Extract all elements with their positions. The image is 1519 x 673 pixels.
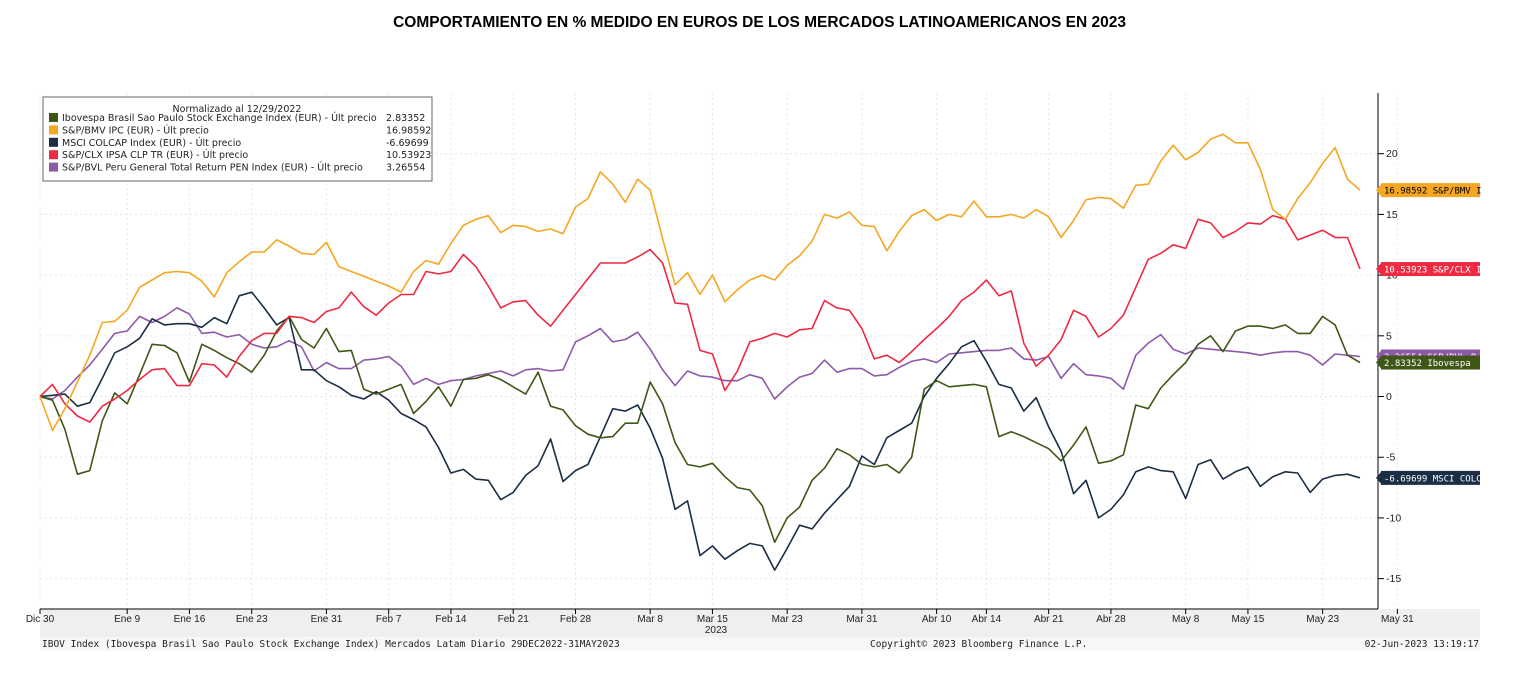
value-badge-pointer xyxy=(1376,262,1382,277)
x-tick-label: Abr 10 xyxy=(922,614,952,625)
value-badge-label: 16.98592 S&P/BMV I xyxy=(1384,187,1482,197)
x-tick-label: Ene 16 xyxy=(174,614,206,625)
value-badge-label: -6.69699 MSCI COLC xyxy=(1384,474,1482,484)
legend-value: -6.69699 xyxy=(386,138,429,149)
footer-timestamp: 02-Jun-2023 13:19:17 xyxy=(1365,639,1479,650)
x-tick-label: May 23 xyxy=(1306,614,1339,625)
x-tick-label: Ene 9 xyxy=(114,614,141,625)
legend-items: Ibovespa Brasil Sao Paulo Stock Exchange… xyxy=(49,112,431,174)
x-tick-label: Ene 31 xyxy=(311,614,343,625)
value-badge-label: 10.53923 S&P/CLX I xyxy=(1384,266,1482,276)
x-tick-label: Feb 21 xyxy=(498,614,530,625)
value-badges: 16.98592 S&P/BMV I10.53923 S&P/CLX I3.26… xyxy=(1376,183,1482,485)
x-axis-year-label: 2023 xyxy=(705,625,728,636)
x-tick-label: Feb 28 xyxy=(560,614,592,625)
legend-header: Normalizado al 12/29/2022 xyxy=(173,104,302,115)
value-badge: 2.83352 Ibovespa xyxy=(1376,355,1480,370)
series-line-3 xyxy=(39,214,1361,423)
legend-swatch xyxy=(49,162,58,172)
x-tick-label: Abr 21 xyxy=(1034,614,1064,625)
x-tick-label: Dic 30 xyxy=(26,614,55,625)
value-badge-box xyxy=(1381,262,1480,277)
x-tick-label: Mar 8 xyxy=(637,614,663,625)
chart-title: COMPORTAMIENTO EN % MEDIDO EN EUROS DE L… xyxy=(393,14,1126,31)
value-badge-pointer xyxy=(1376,183,1382,198)
y-tick-label: 15 xyxy=(1386,209,1398,221)
value-badge-pointer xyxy=(1376,470,1382,485)
value-badge-box xyxy=(1381,355,1480,370)
legend-label: Ibovespa Brasil Sao Paulo Stock Exchange… xyxy=(62,112,377,124)
value-badge: 16.98592 S&P/BMV I xyxy=(1376,183,1482,198)
legend-label: MSCI COLCAP Index (EUR) - Últ precio xyxy=(62,137,241,149)
legend-label: S&P/CLX IPSA CLP TR (EUR) - Últ precio xyxy=(62,149,248,161)
x-tick-label: Mar 31 xyxy=(846,614,878,625)
value-badge: -6.69699 MSCI COLC xyxy=(1376,470,1482,485)
legend-label: S&P/BVL Peru General Total Return PEN In… xyxy=(62,162,363,174)
x-tick-label: Mar 23 xyxy=(772,614,804,625)
value-badge-box xyxy=(1381,470,1480,485)
x-tick-label: Ene 23 xyxy=(236,614,268,625)
series-line-1 xyxy=(39,133,1361,432)
legend: Normalizado al 12/29/2022 Ibovespa Brasi… xyxy=(42,96,433,182)
x-axis-ticks: Dic 30 Ene 9 Ene 16 Ene 23 Ene 31 Feb 7 Feb 14… xyxy=(26,609,1414,625)
value-badge: 10.53923 S&P/CLX I xyxy=(1376,262,1482,277)
footer-source: IBOV Index (Ibovespa Brasil Sao Paulo St… xyxy=(42,639,620,650)
x-axis-band xyxy=(40,609,1480,637)
x-tick-label: Feb 7 xyxy=(376,614,402,625)
x-tick-label: May 15 xyxy=(1232,614,1265,625)
x-tick-label: May 31 xyxy=(1381,614,1414,625)
y-tick-label: -5 xyxy=(1386,452,1395,464)
legend-box xyxy=(42,96,433,182)
y-tick-label: -15 xyxy=(1386,573,1401,585)
value-badge-box xyxy=(1381,183,1480,198)
legend-value: 3.26554 xyxy=(386,163,425,174)
footer-band xyxy=(40,637,1480,651)
legend-swatch xyxy=(49,113,58,122)
legend-value: 2.83352 xyxy=(386,113,425,124)
x-tick-label: Abr 28 xyxy=(1096,614,1126,625)
x-tick-label: Abr 14 xyxy=(972,614,1002,625)
y-tick-label: 0 xyxy=(1386,391,1392,403)
y-tick-label: -10 xyxy=(1386,512,1401,524)
series-lines xyxy=(39,133,1361,571)
y-tick-label: 20 xyxy=(1386,148,1398,160)
legend-value: 10.53923 xyxy=(386,150,431,161)
legend-value: 16.98592 xyxy=(386,125,431,136)
legend-swatch xyxy=(49,125,58,135)
footer-copyright: Copyright© 2023 Bloomberg Finance L.P. xyxy=(870,639,1087,650)
series-line-4 xyxy=(39,307,1361,400)
series-line-0 xyxy=(39,315,1361,544)
legend-swatch xyxy=(49,137,58,147)
value-badge-pointer xyxy=(1376,355,1382,370)
series-line-2 xyxy=(39,291,1361,571)
y-tick-label: 5 xyxy=(1386,330,1392,342)
value-badge-label: 2.83352 Ibovespa xyxy=(1384,359,1471,369)
x-tick-label: Mar 15 xyxy=(697,614,729,625)
legend-label: S&P/BMV IPC (EUR) - Últ precio xyxy=(62,124,209,136)
legend-swatch xyxy=(49,150,58,160)
x-tick-label: May 8 xyxy=(1172,614,1200,625)
x-tick-label: Feb 14 xyxy=(435,614,467,625)
